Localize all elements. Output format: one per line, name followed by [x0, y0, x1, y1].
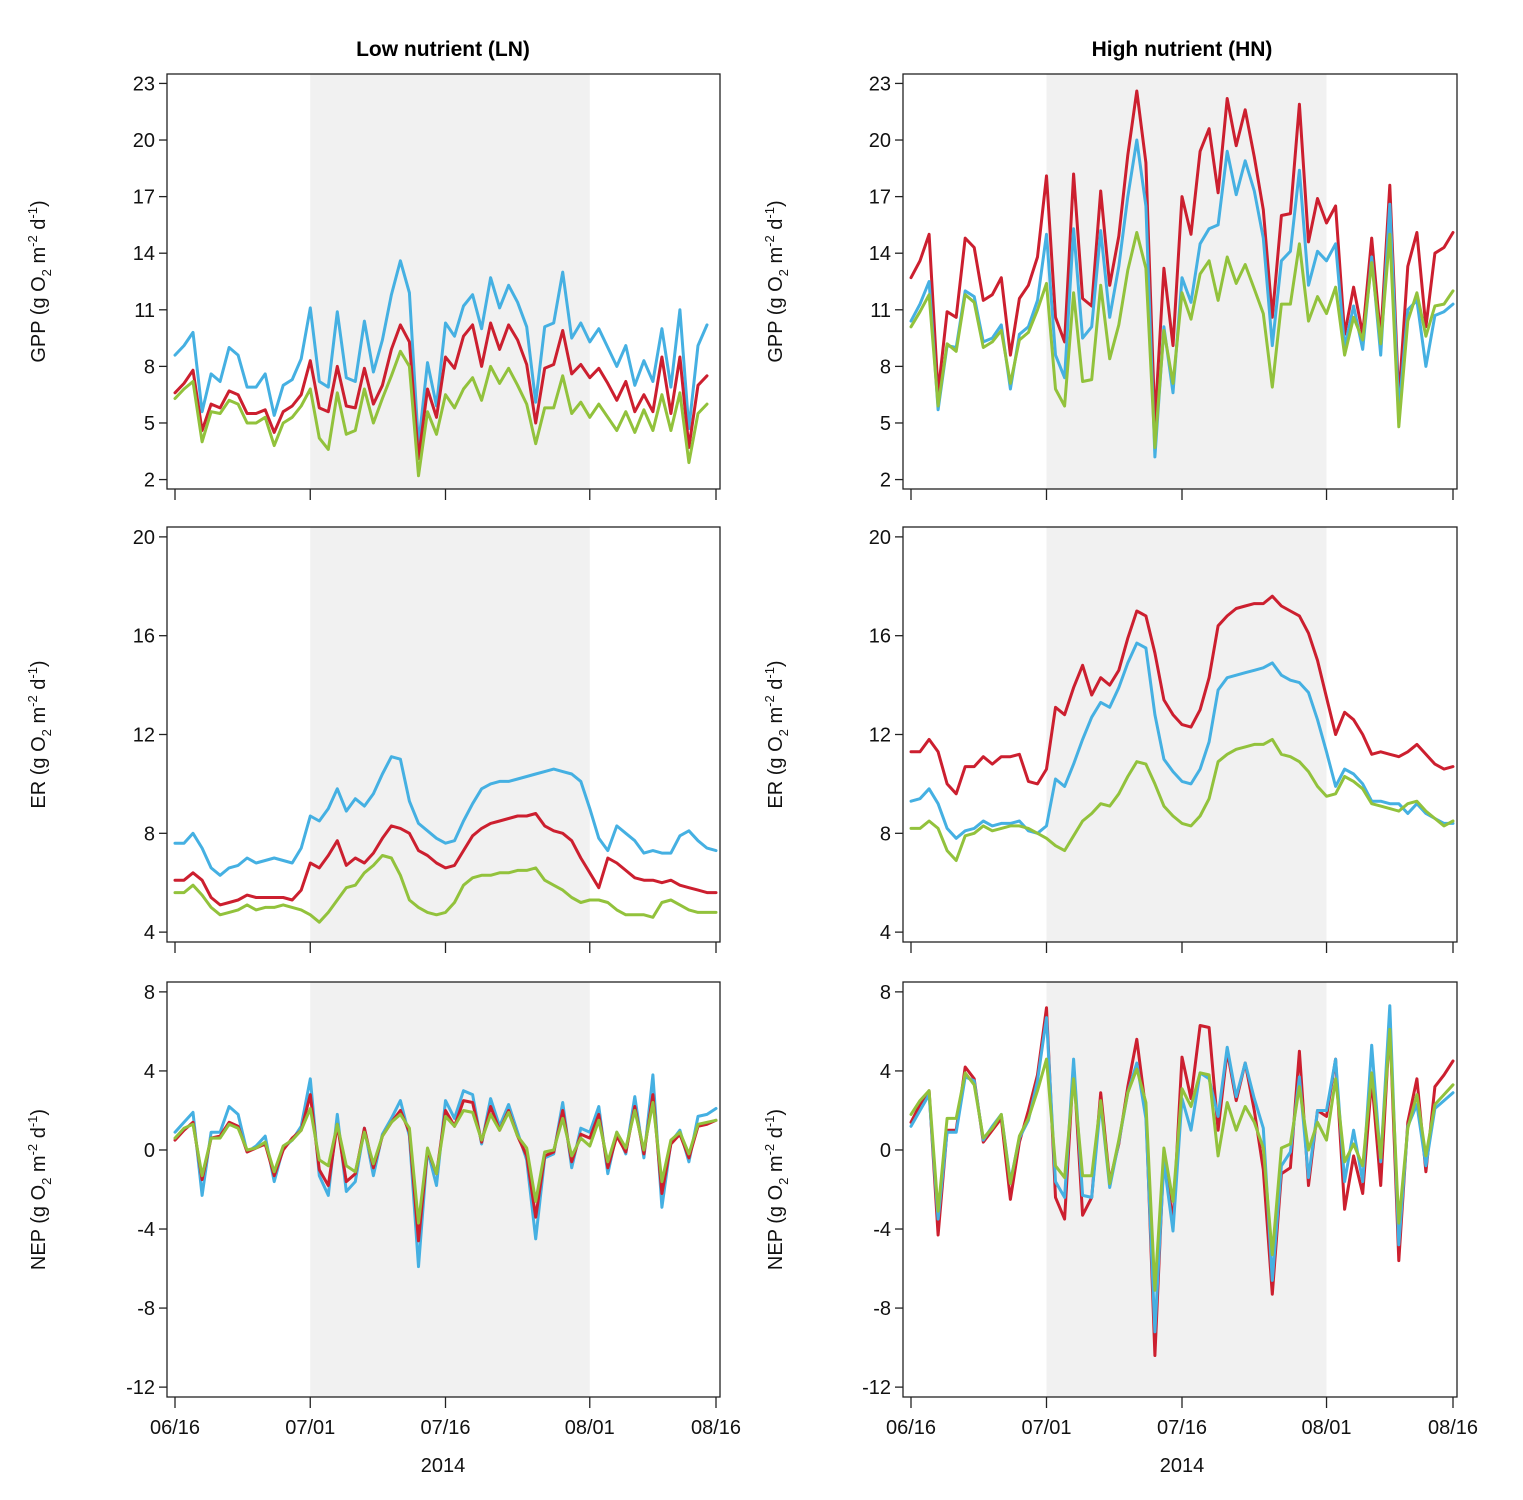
panel-nep-low-nutrient: -12 -8 -4 0 4 8 06/16 07/01 07/16 08/01 08/16 NEP (…	[25, 981, 741, 1439]
shaded-period	[310, 74, 590, 489]
x-tick-label: 08/16	[691, 1417, 741, 1439]
x-tick-label: 06/16	[150, 1417, 200, 1439]
y-tick-label: 4	[144, 922, 155, 944]
panel-gpp-low-nutrient: 2 5 8 11 14 17 20 23 GPP (g O2 m-2 d-1)	[25, 73, 721, 500]
y-axis-label: NEP (g O2 m-2 d-1)	[762, 1109, 791, 1270]
panel-nep-high-nutrient: -12 -8 -4 0 4 8 06/16 07/01 07/16 08/01 08/16 NEP (…	[762, 981, 1478, 1439]
y-axis-label: GPP (g O2 m-2 d-1)	[25, 200, 54, 362]
plot-frame	[166, 981, 721, 1398]
y-tick-label: 0	[880, 1140, 891, 1162]
y-tick-label: 4	[880, 922, 891, 944]
y-tick-label: 14	[133, 243, 155, 265]
x-axis-year-label-right: 2014	[1160, 1455, 1205, 1477]
y-tick-label: 20	[869, 130, 891, 152]
panel-gpp-high-nutrient: 2 5 8 11 14 17 20 23 GPP (g O2 m-2 d-1)	[762, 73, 1458, 500]
series-line-green	[173, 854, 718, 924]
x-tick-label: 07/16	[1157, 1417, 1207, 1439]
y-tick-label: 12	[133, 725, 155, 747]
y-tick-label: 20	[133, 527, 155, 549]
y-tick-label: 8	[880, 982, 891, 1004]
y-tick-label: 4	[144, 1061, 155, 1083]
y-tick-label: 5	[880, 413, 891, 435]
y-tick-label: -12	[862, 1377, 891, 1399]
series-line-green	[173, 1101, 718, 1225]
y-tick-label: 8	[144, 356, 155, 378]
y-tick-label: 2	[144, 470, 155, 492]
series-line-red	[173, 812, 718, 907]
series-line-red	[173, 321, 709, 461]
panel-er-high-nutrient: 4 8 12 16 20 ER (g O2 m-2 d-1)	[762, 526, 1458, 953]
y-tick-label: 4	[880, 1061, 891, 1083]
plot-frame	[902, 981, 1458, 1398]
shaded-period	[310, 982, 590, 1397]
y-axis-label: GPP (g O2 m-2 d-1)	[762, 200, 791, 362]
y-tick-label: 23	[133, 73, 155, 95]
y-tick-label: 14	[869, 243, 891, 265]
plot-frame	[902, 73, 1458, 490]
panel-er-low-nutrient: 4 8 12 16 20 ER (g O2 m-2 d-1)	[25, 526, 721, 953]
y-tick-label: 8	[880, 823, 891, 845]
y-tick-label: -8	[873, 1298, 891, 1320]
column-title-low-nutrient: Low nutrient (LN)	[356, 38, 530, 61]
shaded-period	[1046, 982, 1327, 1397]
series-line-green	[909, 737, 1455, 862]
plot-frame	[166, 73, 721, 490]
y-tick-label: 20	[869, 527, 891, 549]
series-line-blue	[173, 259, 709, 448]
x-tick-label: 07/01	[285, 1417, 335, 1439]
x-tick-label: 08/01	[1302, 1417, 1352, 1439]
series-line-red	[909, 594, 1455, 796]
y-axis-label: ER (g O2 m-2 d-1)	[25, 660, 54, 808]
x-tick-label: 08/01	[565, 1417, 615, 1439]
series-line-green	[909, 231, 1455, 449]
shaded-period	[1046, 74, 1327, 489]
shaded-period	[310, 527, 590, 942]
y-tick-label: 8	[144, 982, 155, 1004]
series-line-blue	[909, 138, 1455, 459]
shaded-period	[1046, 527, 1327, 942]
y-axis-label: ER (g O2 m-2 d-1)	[762, 660, 791, 808]
x-tick-label: 06/16	[886, 1417, 936, 1439]
y-axis-label: NEP (g O2 m-2 d-1)	[25, 1109, 54, 1270]
series-line-green	[909, 1027, 1455, 1292]
y-tick-label: 12	[869, 725, 891, 747]
series-line-green	[173, 349, 709, 478]
x-tick-label: 08/16	[1428, 1417, 1478, 1439]
y-tick-label: 17	[869, 187, 891, 209]
y-tick-label: 11	[870, 300, 891, 322]
y-tick-label: 23	[869, 73, 891, 95]
series-line-blue	[909, 641, 1455, 840]
x-tick-label: 07/01	[1021, 1417, 1071, 1439]
y-tick-label: 17	[133, 187, 155, 209]
y-tick-label: 16	[869, 626, 891, 648]
y-tick-label: 20	[133, 130, 155, 152]
y-tick-label: 2	[880, 470, 891, 492]
y-tick-label: 0	[144, 1140, 155, 1162]
series-line-blue	[173, 1073, 718, 1269]
y-tick-label: 11	[134, 300, 155, 322]
y-tick-label: -4	[137, 1219, 155, 1241]
column-title-high-nutrient: High nutrient (HN)	[1092, 38, 1273, 61]
y-tick-label: -4	[873, 1219, 891, 1241]
y-tick-label: -8	[137, 1298, 155, 1320]
y-tick-label: -12	[126, 1377, 155, 1399]
y-tick-label: 8	[880, 356, 891, 378]
y-tick-label: 16	[133, 626, 155, 648]
y-tick-label: 8	[144, 823, 155, 845]
x-axis-year-label-left: 2014	[421, 1455, 466, 1477]
x-tick-label: 07/16	[420, 1417, 470, 1439]
series-line-blue	[173, 755, 718, 877]
y-tick-label: 5	[144, 413, 155, 435]
